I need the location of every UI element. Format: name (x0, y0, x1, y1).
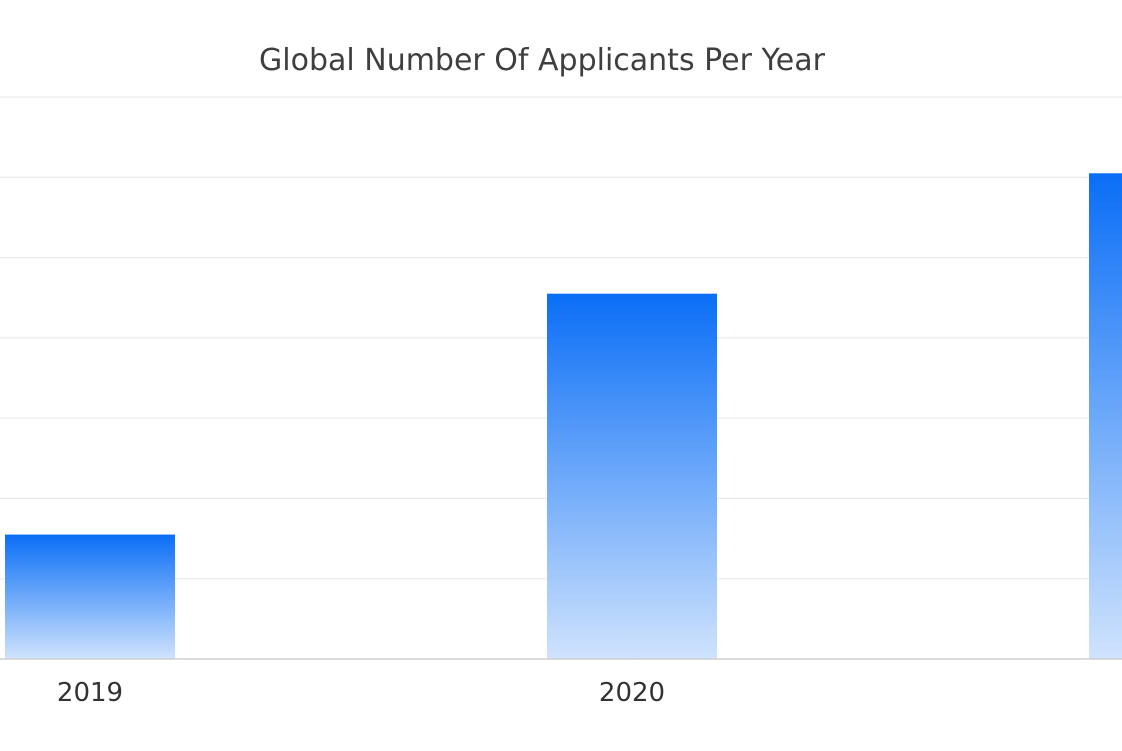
chart-title: Global Number Of Applicants Per Year (259, 43, 826, 78)
bar-2021 (1089, 173, 1122, 659)
bars (5, 173, 1122, 659)
x-axis-tick-labels: 2019 2020 (57, 678, 665, 708)
x-tick-label-2020: 2020 (599, 678, 665, 708)
bar-2019 (5, 534, 175, 659)
x-tick-label-2019: 2019 (57, 678, 123, 708)
bar-2020 (547, 293, 717, 659)
